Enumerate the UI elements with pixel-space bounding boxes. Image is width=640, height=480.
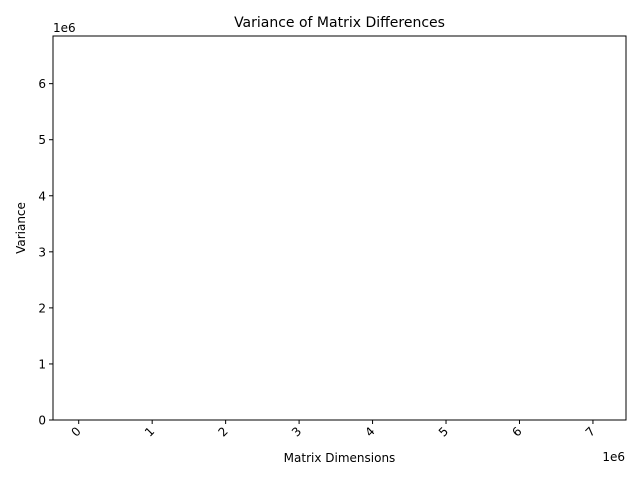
- y-axis: 0 1 2 3 4 5 6: [38, 77, 53, 428]
- x-tick-label: 3: [289, 424, 304, 439]
- x-tick-label: 0: [69, 424, 84, 439]
- plot-frame: [52, 35, 627, 421]
- x-tick-label: 5: [436, 424, 451, 439]
- y-tick-label: 3: [38, 245, 46, 259]
- x-tick-label: 2: [215, 424, 230, 439]
- x-tick-label: 1: [142, 424, 157, 439]
- x-tick-label: 6: [509, 424, 524, 439]
- x-axis-label: Matrix Dimensions: [284, 451, 396, 465]
- chart-title: Variance of Matrix Differences: [234, 15, 445, 31]
- x-tick-label: 7: [583, 424, 598, 439]
- y-axis-label: Variance: [14, 202, 28, 254]
- y-tick-label: 0: [38, 414, 46, 428]
- y-tick-label: 5: [38, 133, 46, 147]
- x-axis: 0 1 2 3 4 5 6 7: [69, 420, 598, 440]
- x-offset-text: 1e6: [602, 450, 625, 464]
- y-offset-text: 1e6: [53, 21, 76, 35]
- y-tick-label: 4: [38, 189, 46, 203]
- x-tick-label: 4: [362, 424, 377, 439]
- y-tick-label: 6: [38, 77, 46, 91]
- y-tick-label: 2: [38, 301, 46, 315]
- y-tick-label: 1: [38, 357, 46, 371]
